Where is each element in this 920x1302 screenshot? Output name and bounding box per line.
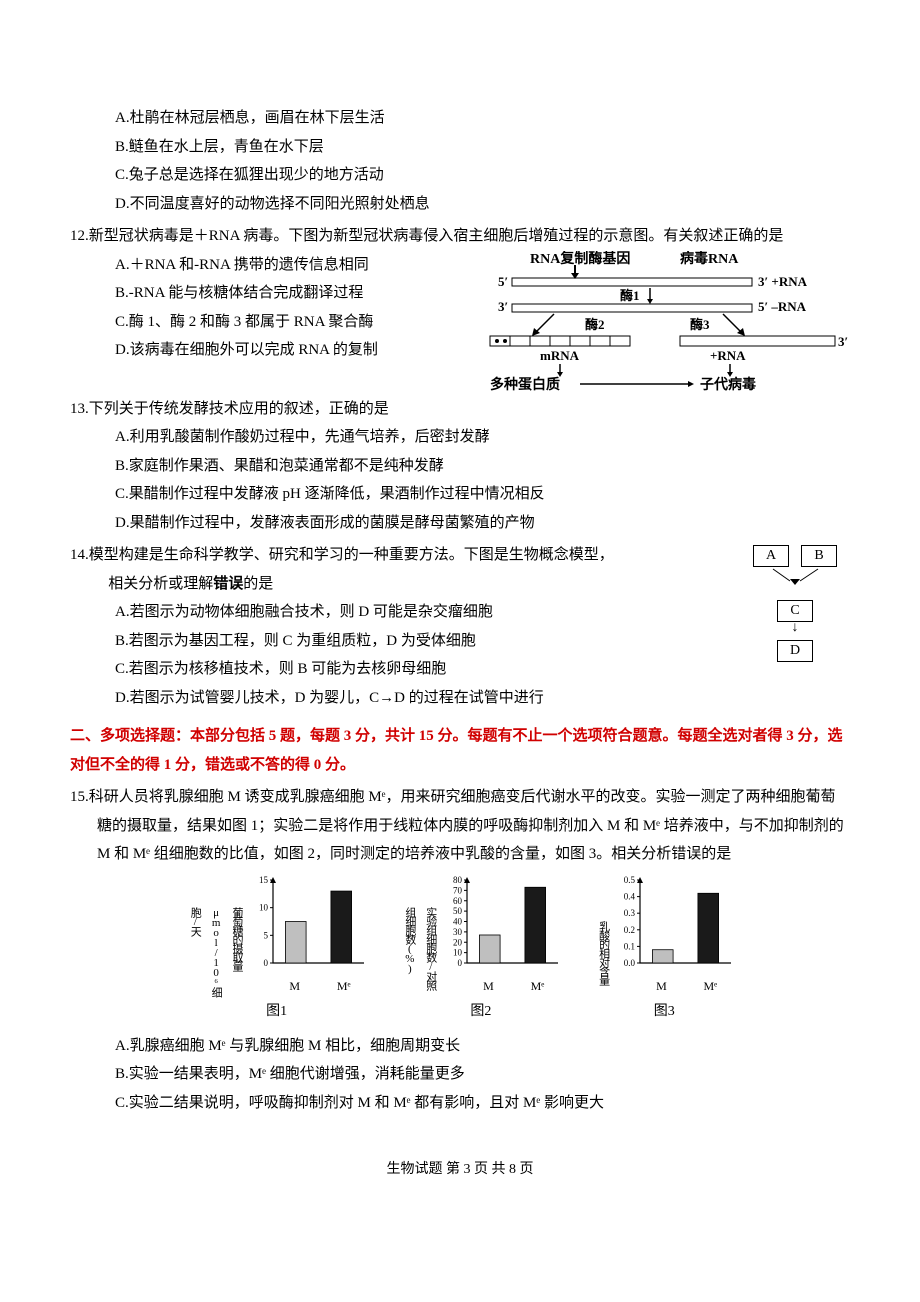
svg-text:10: 10: [453, 947, 463, 957]
svg-text:0: 0: [457, 958, 462, 968]
q14-concept-model: A B C ↓ D: [740, 541, 850, 662]
chart1-ylabel: 葡萄糖的摄取量μmol/10⁶细胞/天: [184, 907, 247, 997]
option-14D: D.若图示为试管婴儿技术，D 为婴儿，C→D 的过程在试管中进行: [70, 684, 850, 713]
option-13B: B.家庭制作果酒、果醋和泡菜通常都不是纯种发酵: [70, 452, 850, 481]
q12-diagram: RNA复制酶基因 病毒RNA 5′ 3′ +RNA 酶1 3′ 5′ –RNA …: [480, 251, 850, 391]
question-11-options: A.杜鹃在林冠层栖息，画眉在林下层生活 B.鲢鱼在水上层，青鱼在水下层 C.兔子…: [70, 104, 850, 218]
chart1-x0: M: [289, 975, 300, 998]
chart-1: 葡萄糖的摄取量μmol/10⁶细胞/天 0 5 10 15 M Mᵉ 图1: [184, 875, 369, 1026]
chart3-x1: Mᵉ: [704, 975, 718, 998]
q15-charts: 葡萄糖的摄取量μmol/10⁶细胞/天 0 5 10 15 M Mᵉ 图1 实验组细胞…: [70, 875, 850, 1026]
svg-text:60: 60: [453, 895, 463, 905]
question-12: 12.新型冠状病毒是＋RNA 病毒。下图为新型冠状病毒侵入宿主细胞后增殖过程的示…: [70, 222, 850, 391]
svg-text:3′: 3′: [838, 334, 848, 349]
svg-text:mRNA: mRNA: [540, 348, 580, 363]
svg-text:0.1: 0.1: [623, 941, 634, 951]
svg-text:+RNA: +RNA: [710, 348, 746, 363]
q14-stem-2: 相关分析或理解: [108, 576, 213, 592]
option-11D: D.不同温度喜好的动物选择不同阳光照射处栖息: [70, 190, 850, 219]
model-B: B: [801, 545, 837, 567]
svg-text:酶2: 酶2: [585, 317, 605, 332]
arrow-ab-c: [740, 567, 850, 589]
svg-text:10: 10: [259, 902, 269, 912]
chart2-x1: Mᵉ: [531, 975, 545, 998]
svg-text:0.4: 0.4: [623, 891, 635, 901]
option-11B: B.鲢鱼在水上层，青鱼在水下层: [70, 133, 850, 162]
svg-text:5: 5: [264, 930, 269, 940]
q14-stem-3: 的是: [243, 576, 273, 592]
chart1-caption: 图1: [266, 999, 287, 1026]
option-15B: B.实验一结果表明，Mᵉ 细胞代谢增强，消耗能量更多: [70, 1060, 850, 1089]
svg-text:0.2: 0.2: [623, 924, 634, 934]
chart2-ylabel: 实验组细胞数/对照组细胞数(%): [399, 907, 441, 997]
svg-text:20: 20: [453, 937, 463, 947]
option-11A: A.杜鹃在林冠层栖息，画眉在林下层生活: [70, 104, 850, 133]
section-2-header: 二、多项选择题：本部分包括 5 题，每题 3 分，共计 15 分。每题有不止一个…: [70, 722, 850, 779]
svg-text:酶3: 酶3: [690, 317, 710, 332]
svg-text:5′: 5′: [498, 274, 508, 289]
option-13C: C.果醋制作过程中发酵液 pH 逐渐降低，果酒制作过程中情况相反: [70, 480, 850, 509]
q15-stem: 15.科研人员将乳腺细胞 M 诱变成乳腺癌细胞 Mᵉ，用来研究细胞癌变后代谢水平…: [70, 783, 850, 869]
option-13A: A.利用乳酸菌制作酸奶过程中，先通气培养，后密封发酵: [70, 423, 850, 452]
svg-text:酶1: 酶1: [620, 288, 640, 303]
chart1-svg: 0 5 10 15: [249, 875, 369, 975]
q14-stem: 14.模型构建是生命科学教学、研究和学习的一种重要方法。下图是生物概念模型， 相…: [70, 541, 850, 598]
chart3-caption: 图3: [654, 999, 675, 1026]
svg-text:15: 15: [259, 875, 269, 885]
svg-text:0.0: 0.0: [623, 958, 635, 968]
arrow-c-d: ↓: [740, 622, 850, 640]
q14-err: 错误: [213, 576, 243, 592]
chart1-x1: Mᵉ: [337, 975, 351, 998]
page-footer: 生物试题 第 3 页 共 8 页: [70, 1157, 850, 1184]
rna-diagram-svg: RNA复制酶基因 病毒RNA 5′ 3′ +RNA 酶1 3′ 5′ –RNA …: [480, 251, 850, 396]
svg-text:0: 0: [264, 958, 269, 968]
q14-stem-1: 14.模型构建是生命科学教学、研究和学习的一种重要方法。下图是生物概念模型，: [70, 547, 614, 563]
svg-text:40: 40: [453, 916, 463, 926]
option-14A: A.若图示为动物体细胞融合技术，则 D 可能是杂交瘤细胞: [70, 598, 850, 627]
question-13: 13.下列关于传统发酵技术应用的叙述，正确的是 A.利用乳酸菌制作酸奶过程中，先…: [70, 395, 850, 538]
chart2-x0: M: [483, 975, 494, 998]
chart2-svg: 01020304050607080: [443, 875, 563, 975]
svg-text:50: 50: [453, 906, 463, 916]
svg-text:子代病毒: 子代病毒: [700, 376, 756, 393]
svg-text:80: 80: [453, 875, 463, 885]
chart2-caption: 图2: [470, 999, 491, 1026]
svg-text:0.5: 0.5: [623, 875, 635, 885]
option-11C: C.兔子总是选择在狐狸出现少的地方活动: [70, 161, 850, 190]
chart-2: 实验组细胞数/对照组细胞数(%) 01020304050607080 M Mᵉ …: [399, 875, 563, 1026]
chart-3: 乳酸的相对含量 0.0 0.1 0.2 0.3 0.4 0.5 M Mᵉ 图3: [593, 875, 736, 1026]
option-15C: C.实验二结果说明，呼吸酶抑制剂对 M 和 Mᵉ 都有影响，且对 Mᵉ 影响更大: [70, 1089, 850, 1118]
option-14C: C.若图示为核移植技术，则 B 可能为去核卵母细胞: [70, 655, 850, 684]
svg-text:病毒RNA: 病毒RNA: [680, 251, 739, 267]
model-A: A: [753, 545, 789, 567]
svg-text:70: 70: [453, 885, 463, 895]
q12-stem: 12.新型冠状病毒是＋RNA 病毒。下图为新型冠状病毒侵入宿主细胞后增殖过程的示…: [70, 222, 850, 251]
chart3-ylabel: 乳酸的相对含量: [593, 907, 614, 997]
svg-text:0.3: 0.3: [623, 908, 635, 918]
svg-text:3′ +RNA: 3′ +RNA: [758, 274, 808, 289]
chart3-svg: 0.0 0.1 0.2 0.3 0.4 0.5: [616, 875, 736, 975]
svg-text:30: 30: [453, 926, 463, 936]
svg-text:5′ –RNA: 5′ –RNA: [758, 299, 807, 314]
svg-text:3′: 3′: [498, 299, 508, 314]
q13-stem: 13.下列关于传统发酵技术应用的叙述，正确的是: [70, 395, 850, 424]
model-D: D: [777, 640, 813, 662]
question-14: A B C ↓ D 14.模型构建是生命科学教学、研究和学习的一种重要方法。下图…: [70, 541, 850, 712]
chart3-x0: M: [656, 975, 667, 998]
section-2-text: 二、多项选择题：本部分包括 5 题，每题 3 分，共计 15 分。每题有不止一个…: [70, 728, 843, 773]
svg-text:多种蛋白质: 多种蛋白质: [490, 376, 560, 393]
svg-text:RNA复制酶基因: RNA复制酶基因: [530, 251, 630, 267]
question-15: 15.科研人员将乳腺细胞 M 诱变成乳腺癌细胞 Mᵉ，用来研究细胞癌变后代谢水平…: [70, 783, 850, 1117]
option-14B: B.若图示为基因工程，则 C 为重组质粒，D 为受体细胞: [70, 627, 850, 656]
option-15A: A.乳腺癌细胞 Mᵉ 与乳腺细胞 M 相比，细胞周期变长: [70, 1032, 850, 1061]
option-13D: D.果醋制作过程中，发酵液表面形成的菌膜是酵母菌繁殖的产物: [70, 509, 850, 538]
model-C: C: [777, 600, 813, 622]
